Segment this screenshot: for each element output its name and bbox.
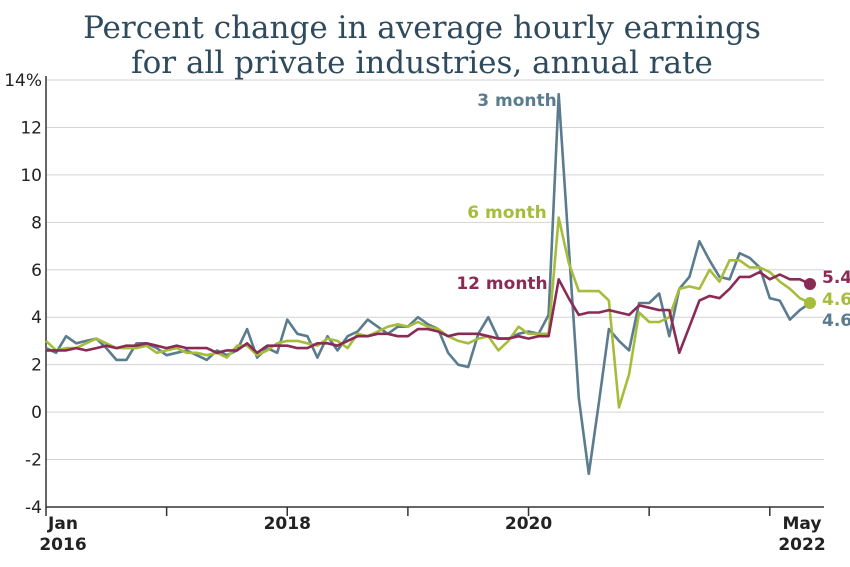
gridlines bbox=[46, 79, 824, 461]
end-marker-12-month bbox=[804, 278, 816, 291]
y-tick-label: 4 bbox=[31, 308, 42, 328]
y-tick-label: 2 bbox=[31, 356, 42, 376]
series-line-6-month bbox=[45, 216, 811, 409]
chart-title-line-2: for all private industries, annual rate bbox=[131, 45, 713, 81]
label-6-month: 6 month bbox=[467, 203, 546, 223]
y-tick-label: 6 bbox=[31, 261, 42, 281]
y-tick-label: 12 bbox=[20, 118, 42, 138]
y-tick-label: 10 bbox=[20, 166, 42, 186]
series-line-12-month bbox=[46, 270, 811, 355]
y-axis-ticks: 14% 12 10 8 6 4 2 0 -2 -4 bbox=[4, 71, 42, 518]
x-tick-label: 2020 bbox=[505, 514, 552, 534]
series-lines bbox=[45, 92, 811, 476]
end-markers bbox=[804, 278, 816, 309]
x-tick-label: Jan bbox=[47, 514, 78, 534]
x-tick-label: May bbox=[783, 514, 822, 534]
end-label-12-month: 5.4 bbox=[822, 268, 850, 288]
y-tick-label: 14% bbox=[4, 71, 42, 91]
y-tick-label: 8 bbox=[31, 213, 42, 233]
x-tick-label: 2016 bbox=[39, 535, 86, 555]
y-tick-label: -2 bbox=[25, 451, 42, 471]
end-label-3-month: 4.6 bbox=[822, 311, 850, 331]
end-label-6-month: 4.6 bbox=[822, 290, 850, 310]
chart-title-line-1: Percent change in average hourly earning… bbox=[83, 10, 761, 46]
label-12-month: 12 month bbox=[456, 274, 547, 294]
label-3-month: 3 month bbox=[477, 91, 556, 111]
x-tick-label: 2018 bbox=[264, 514, 311, 534]
x-tick-label: 2022 bbox=[778, 535, 825, 555]
end-marker-6-month bbox=[804, 296, 816, 309]
y-tick-label: -4 bbox=[25, 498, 42, 518]
series-line-3-month bbox=[45, 92, 811, 476]
y-tick-label: 0 bbox=[31, 403, 42, 423]
